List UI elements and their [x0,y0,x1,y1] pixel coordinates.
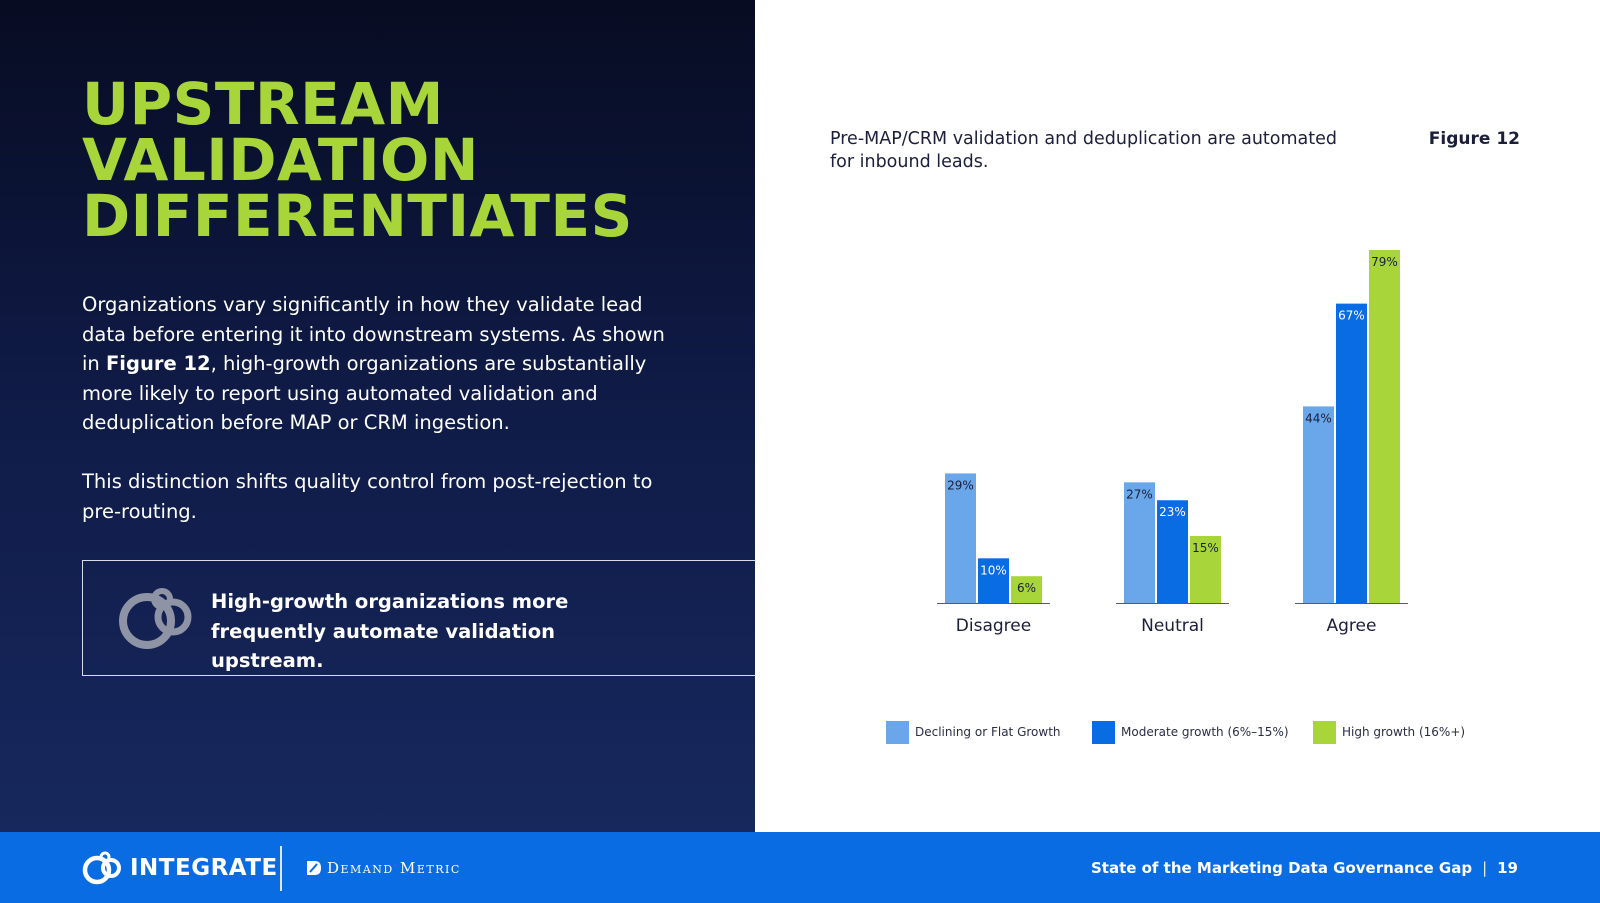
callout-box: High-growth organizations more frequentl… [82,560,756,676]
data-label-disagree-series-1: 29% [947,478,974,492]
data-label-disagree-series-2: 10% [980,563,1007,577]
bar-disagree-series-1 [945,473,976,603]
chart-subtitle: Pre-MAP/CRM validation and deduplication… [830,129,1337,172]
legend-item-2: Moderate growth (6%–15%) [1092,720,1289,744]
legend-label-2: Moderate growth (6%–15%) [1121,725,1289,739]
grouped-bar-chart: 29% 10% 6% Disagree 27% 23% 15% Neutral 44% 67% 79… [937,250,1408,636]
bar-disagree-series-3 [1011,576,1042,603]
bar-neutral-series-3 [1190,535,1221,603]
footer-bar: INTEGRATE Demand Metric State of the Mar… [0,832,1600,903]
page-number: 19 [1497,859,1518,877]
data-label-agree-series-1: 44% [1305,411,1332,425]
integrate-logo: INTEGRATE [82,851,278,885]
legend-swatch-3 [1313,720,1336,744]
category-label-agree: Agree [1327,616,1377,636]
demand-metric-logo: Demand Metric [305,856,461,880]
body-paragraph-2: This distinction shifts quality control … [82,470,653,523]
page-headline: UPSTREAM VALIDATION DIFFERENTIATES [82,70,722,250]
legend-item-3: High growth (16%+) [1313,720,1465,744]
left-panel: UPSTREAM VALIDATION DIFFERENTIATES Organ… [0,0,756,832]
bar-disagree-series-2 [978,558,1009,603]
bar-neutral-series-1 [1124,482,1155,603]
category-label-neutral: Neutral [1141,616,1204,636]
bar-agree-series-1 [1303,406,1334,603]
bar-agree-series-3 [1369,250,1400,603]
report-title: State of the Marketing Data Governance G… [1090,859,1473,877]
body-paragraph-1-start: Organizations vary significantly in how … [82,293,665,375]
legend-swatch-1 [886,720,909,744]
demand-metric-logo-icon [307,861,321,875]
callout-text: High-growth organizations more frequentl… [211,590,569,672]
headline-line-1: UPSTREAM [82,70,444,138]
legend-label-1: Declining or Flat Growth [915,725,1061,739]
integrate-wordmark: INTEGRATE [130,855,278,881]
headline-line-3: DIFFERENTIATES [82,182,633,250]
data-label-neutral-series-3: 15% [1192,541,1219,555]
figure-label: Figure 12 [1428,129,1520,149]
demand-metric-wordmark: Demand Metric [327,859,461,877]
legend-swatch-2 [1092,720,1115,744]
data-label-agree-series-2: 67% [1338,309,1365,323]
data-label-neutral-series-2: 23% [1159,505,1186,519]
figure-reference: Figure 12 [105,352,211,375]
body-paragraph-1-end: , high-growth organizations are substant… [82,352,647,434]
footer-separator: | [1482,859,1488,877]
legend-label-3: High growth (16%+) [1342,725,1466,739]
data-label-disagree-series-3: 6% [1017,581,1036,595]
integrate-logo-icon [82,851,121,885]
footer-report-info: State of the Marketing Data Governance G… [1091,857,1518,879]
body-text: Organizations vary significantly in how … [82,290,672,556]
bar-agree-series-2 [1336,303,1367,603]
body-paragraph-1: Organizations vary significantly in how … [82,290,672,438]
data-label-agree-series-3: 79% [1371,255,1398,269]
category-label-disagree: Disagree [956,616,1031,636]
footer-divider [280,846,282,891]
data-label-neutral-series-1: 27% [1126,487,1153,501]
legend-item-1: Declining or Flat Growth [886,720,1061,744]
integrate-circles-icon [119,588,192,649]
bar-neutral-series-2 [1157,500,1188,603]
headline-line-2: VALIDATION [82,126,479,194]
